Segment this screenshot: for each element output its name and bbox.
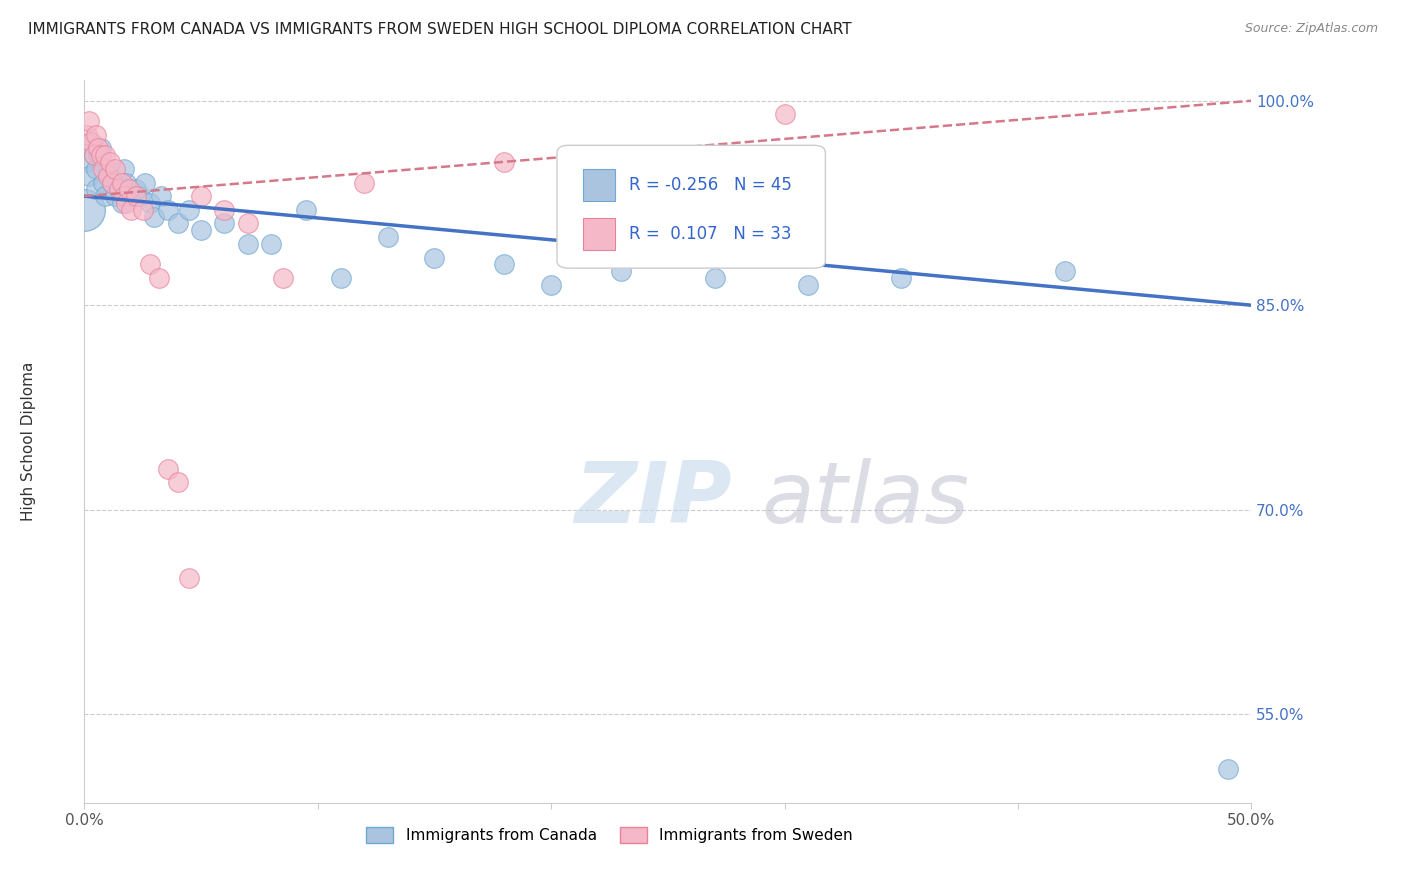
Point bbox=[73, 202, 96, 217]
FancyBboxPatch shape bbox=[582, 218, 616, 250]
Immigrants from Canada bbox=[423, 251, 446, 265]
Immigrants from Canada bbox=[179, 202, 201, 217]
FancyBboxPatch shape bbox=[582, 169, 616, 202]
Immigrants from Sweden bbox=[77, 114, 100, 128]
Immigrants from Canada bbox=[797, 277, 820, 292]
Immigrants from Canada bbox=[112, 161, 135, 176]
Immigrants from Canada bbox=[143, 210, 166, 224]
Immigrants from Sweden bbox=[101, 176, 124, 190]
Immigrants from Canada bbox=[91, 176, 114, 190]
Immigrants from Sweden bbox=[118, 182, 141, 196]
Immigrants from Sweden bbox=[190, 189, 212, 203]
Immigrants from Canada bbox=[77, 169, 100, 183]
Immigrants from Canada bbox=[295, 202, 318, 217]
Y-axis label: High School Diploma: High School Diploma bbox=[21, 362, 35, 521]
Immigrants from Canada bbox=[97, 161, 120, 176]
Immigrants from Canada bbox=[90, 141, 112, 155]
Immigrants from Canada bbox=[76, 155, 98, 169]
Immigrants from Canada bbox=[150, 189, 173, 203]
Immigrants from Canada bbox=[129, 189, 152, 203]
Immigrants from Canada bbox=[377, 230, 399, 244]
Immigrants from Sweden bbox=[90, 148, 112, 162]
Immigrants from Canada bbox=[610, 264, 633, 278]
Immigrants from Sweden bbox=[108, 182, 131, 196]
Immigrants from Canada bbox=[890, 271, 912, 285]
Immigrants from Canada bbox=[87, 148, 110, 162]
Immigrants from Sweden bbox=[157, 462, 180, 476]
Immigrants from Sweden bbox=[494, 155, 516, 169]
Immigrants from Sweden bbox=[98, 155, 121, 169]
Legend: Immigrants from Canada, Immigrants from Sweden: Immigrants from Canada, Immigrants from … bbox=[360, 822, 859, 849]
Immigrants from Canada bbox=[138, 196, 160, 211]
Immigrants from Canada bbox=[330, 271, 353, 285]
Immigrants from Sweden bbox=[773, 107, 796, 121]
Immigrants from Sweden bbox=[91, 161, 114, 176]
Immigrants from Canada bbox=[157, 202, 180, 217]
Immigrants from Canada bbox=[108, 182, 131, 196]
Immigrants from Canada bbox=[1216, 762, 1239, 776]
Immigrants from Sweden bbox=[84, 128, 107, 142]
Immigrants from Sweden bbox=[166, 475, 188, 490]
Immigrants from Canada bbox=[84, 182, 107, 196]
Immigrants from Canada bbox=[101, 176, 124, 190]
Immigrants from Canada bbox=[134, 176, 156, 190]
Text: Source: ZipAtlas.com: Source: ZipAtlas.com bbox=[1244, 22, 1378, 36]
Immigrants from Canada bbox=[115, 176, 138, 190]
Immigrants from Sweden bbox=[97, 169, 120, 183]
Text: R =  0.107   N = 33: R = 0.107 N = 33 bbox=[630, 225, 792, 243]
Immigrants from Sweden bbox=[353, 176, 375, 190]
Immigrants from Canada bbox=[236, 236, 259, 251]
Immigrants from Sweden bbox=[115, 196, 138, 211]
Immigrants from Canada bbox=[1053, 264, 1076, 278]
Immigrants from Sweden bbox=[111, 176, 134, 190]
Immigrants from Sweden bbox=[76, 128, 98, 142]
Immigrants from Canada bbox=[83, 148, 105, 162]
Immigrants from Sweden bbox=[179, 571, 201, 585]
Immigrants from Canada bbox=[125, 182, 148, 196]
Immigrants from Canada bbox=[703, 271, 725, 285]
Text: ZIP: ZIP bbox=[575, 458, 733, 541]
Immigrants from Canada bbox=[190, 223, 212, 237]
Immigrants from Canada bbox=[166, 216, 188, 230]
Immigrants from Sweden bbox=[125, 189, 148, 203]
Immigrants from Canada bbox=[214, 216, 236, 230]
Immigrants from Sweden bbox=[214, 202, 236, 217]
Immigrants from Sweden bbox=[132, 202, 155, 217]
Immigrants from Canada bbox=[540, 277, 562, 292]
Text: atlas: atlas bbox=[761, 458, 969, 541]
Immigrants from Canada bbox=[120, 189, 142, 203]
Immigrants from Sweden bbox=[94, 148, 117, 162]
Immigrants from Canada bbox=[118, 189, 141, 203]
Immigrants from Canada bbox=[94, 189, 117, 203]
Text: R = -0.256   N = 45: R = -0.256 N = 45 bbox=[630, 176, 792, 194]
Immigrants from Canada bbox=[111, 196, 134, 211]
Immigrants from Canada bbox=[494, 257, 516, 271]
Immigrants from Canada bbox=[84, 161, 107, 176]
Immigrants from Sweden bbox=[236, 216, 259, 230]
Immigrants from Sweden bbox=[138, 257, 160, 271]
Immigrants from Sweden bbox=[112, 189, 135, 203]
Immigrants from Sweden bbox=[271, 271, 294, 285]
Immigrants from Sweden bbox=[104, 161, 127, 176]
Text: IMMIGRANTS FROM CANADA VS IMMIGRANTS FROM SWEDEN HIGH SCHOOL DIPLOMA CORRELATION: IMMIGRANTS FROM CANADA VS IMMIGRANTS FRO… bbox=[28, 22, 852, 37]
Immigrants from Canada bbox=[80, 135, 103, 149]
Immigrants from Canada bbox=[98, 169, 121, 183]
Immigrants from Canada bbox=[104, 189, 127, 203]
Immigrants from Sweden bbox=[148, 271, 170, 285]
Immigrants from Sweden bbox=[87, 141, 110, 155]
Immigrants from Canada bbox=[260, 236, 283, 251]
Immigrants from Sweden bbox=[120, 202, 142, 217]
Immigrants from Sweden bbox=[80, 135, 103, 149]
FancyBboxPatch shape bbox=[557, 145, 825, 268]
Immigrants from Sweden bbox=[83, 148, 105, 162]
